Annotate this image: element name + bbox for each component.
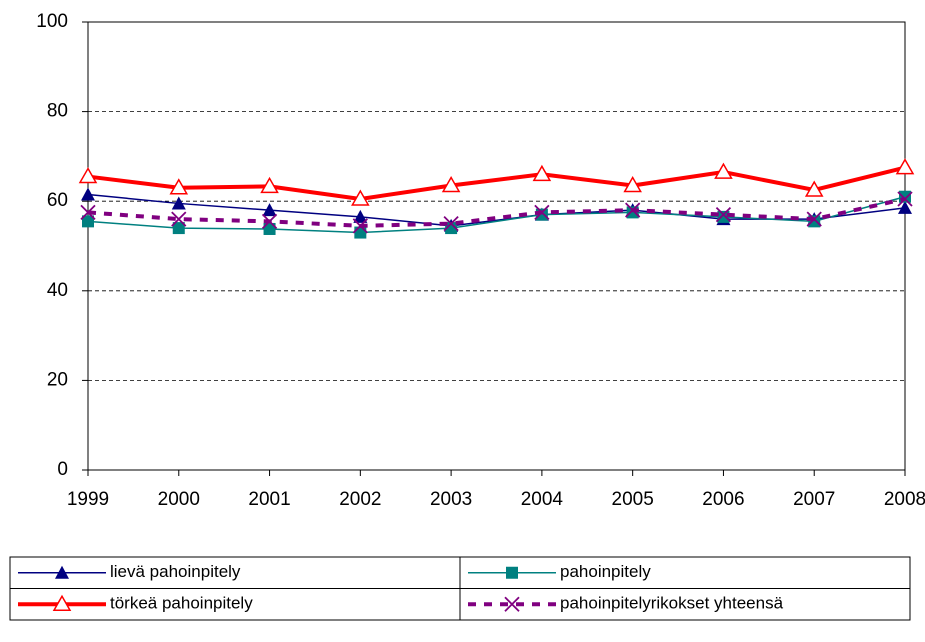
x-tick-label: 2000 [158, 489, 200, 510]
marker [78, 167, 98, 184]
marker [171, 211, 187, 227]
marker [81, 187, 95, 201]
marker [55, 565, 69, 579]
marker [172, 222, 185, 235]
x-tick-label: 2003 [430, 489, 472, 510]
marker [260, 176, 279, 194]
marker [82, 215, 94, 228]
marker [261, 213, 278, 229]
marker [898, 200, 912, 214]
marker [441, 176, 461, 193]
marker [534, 204, 550, 221]
marker [804, 180, 824, 197]
marker [717, 210, 730, 223]
y-tick-label: 0 [57, 459, 68, 480]
marker [895, 158, 915, 175]
y-tick-label: 20 [47, 369, 68, 390]
x-tick-label: 1999 [67, 489, 109, 510]
y-tick-label: 60 [47, 190, 68, 211]
x-tick-label: 2005 [612, 489, 654, 510]
plot-frame [87, 21, 906, 471]
marker [351, 189, 370, 206]
x-tick-label: 2001 [248, 489, 290, 510]
y-tick-label: 100 [36, 11, 68, 32]
marker [623, 176, 642, 193]
x-tick-label: 2008 [884, 489, 925, 510]
marker [625, 202, 641, 218]
series-line [87, 165, 906, 201]
marker [352, 218, 368, 234]
x-tick-label: 2006 [702, 489, 744, 510]
y-tick-label: 40 [47, 280, 68, 301]
marker [52, 594, 72, 611]
marker [262, 203, 277, 217]
x-tick-label: 2004 [521, 489, 564, 510]
marker [897, 191, 913, 207]
marker [443, 215, 459, 232]
marker [445, 222, 458, 235]
x-tick-label: 2002 [339, 489, 381, 510]
legend-label: pahoinpitelyrikokset yhteensä [560, 594, 784, 613]
marker [80, 204, 96, 221]
x-tick-label: 2007 [793, 489, 835, 510]
marker [169, 178, 189, 195]
marker [263, 222, 276, 235]
marker [504, 596, 520, 612]
marker [354, 226, 367, 239]
y-tick-label: 80 [47, 101, 68, 122]
legend-label: lievä pahoinpitely [110, 562, 241, 581]
marker [171, 196, 186, 210]
marker [715, 207, 732, 223]
marker [532, 164, 552, 182]
marker [806, 211, 822, 227]
legend-label: törkeä pahoinpitely [110, 594, 253, 613]
marker [714, 162, 733, 179]
marker [506, 566, 518, 579]
marker [353, 209, 368, 223]
series-line [87, 195, 906, 234]
legend-label: pahoinpitely [560, 562, 651, 581]
